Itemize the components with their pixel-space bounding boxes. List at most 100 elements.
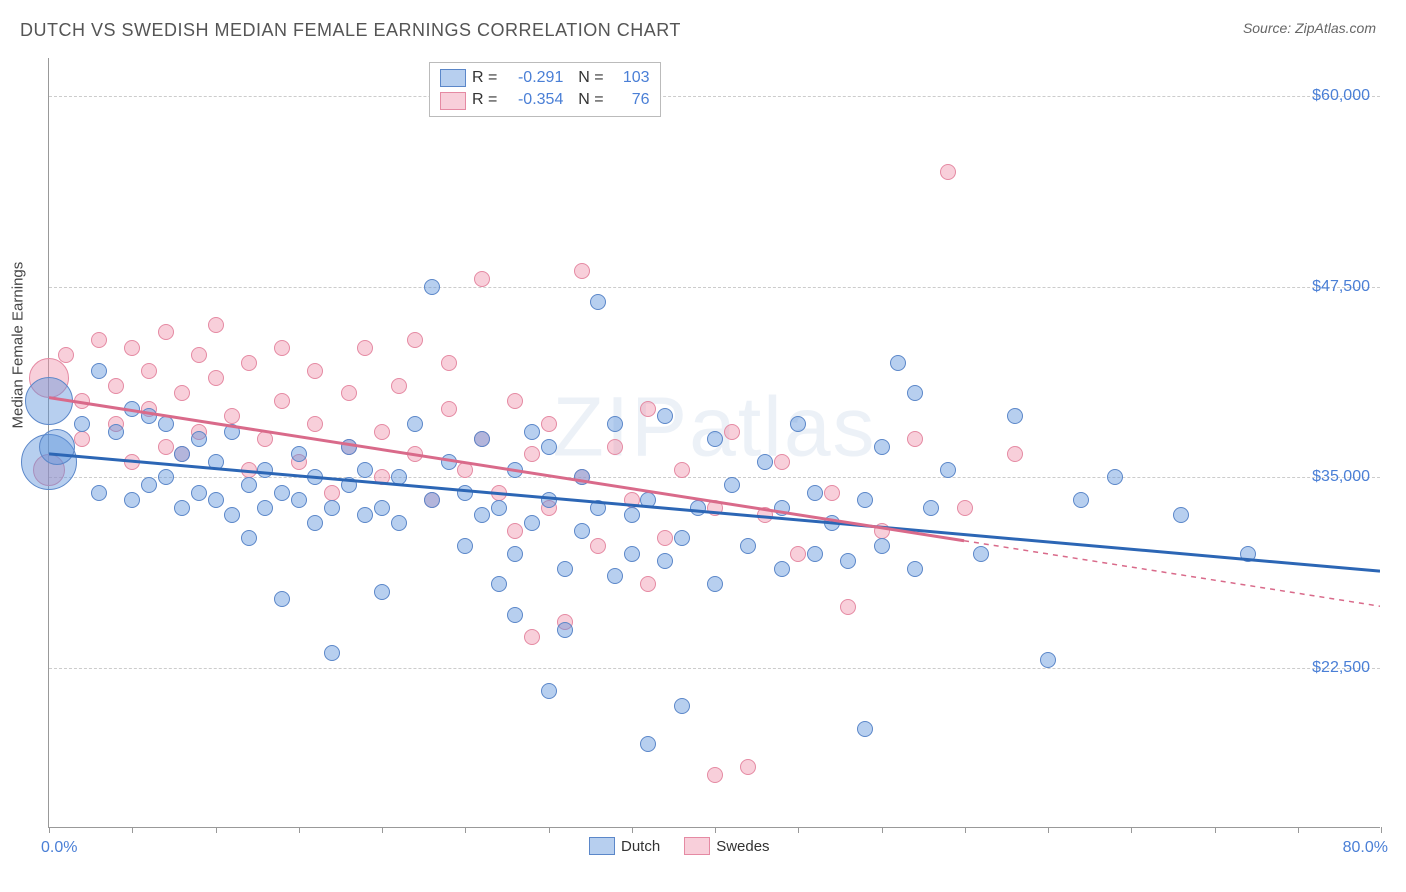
x-tick [216, 827, 217, 833]
swedes-data-point [208, 317, 224, 333]
swedes-swatch-icon [440, 92, 466, 110]
swedes-data-point [790, 546, 806, 562]
x-tick [1298, 827, 1299, 833]
swedes-data-point [1007, 446, 1023, 462]
dutch-data-point [507, 546, 523, 562]
dutch-data-point [39, 429, 75, 465]
swedes-data-point [324, 485, 340, 501]
stat-row-swedes: R = -0.354 N = 76 [440, 89, 650, 111]
dutch-data-point [224, 507, 240, 523]
swedes-data-point [274, 393, 290, 409]
dutch-data-point [707, 576, 723, 592]
chart-plot-area: ZIPatlas $22,500$35,000$47,500$60,000 R … [48, 58, 1380, 828]
swedes-data-point [191, 347, 207, 363]
gridline [49, 96, 1380, 97]
dutch-data-point [807, 485, 823, 501]
y-tick-label: $47,500 [1312, 278, 1370, 296]
dutch-data-point [923, 500, 939, 516]
dutch-data-point [391, 515, 407, 531]
dutch-data-point [341, 477, 357, 493]
dutch-data-point [840, 553, 856, 569]
dutch-data-point [507, 462, 523, 478]
dutch-data-point [524, 515, 540, 531]
swedes-data-point [441, 401, 457, 417]
dutch-data-point [874, 439, 890, 455]
dutch-data-point [424, 279, 440, 295]
swedes-data-point [590, 538, 606, 554]
swedes-n-value: 76 [610, 89, 650, 111]
swedes-data-point [657, 530, 673, 546]
swedes-data-point [474, 271, 490, 287]
dutch-data-point [624, 546, 640, 562]
dutch-data-point [341, 439, 357, 455]
r-label: R = [472, 89, 497, 111]
dutch-data-point [307, 469, 323, 485]
x-tick [549, 827, 550, 833]
dutch-data-point [457, 538, 473, 554]
dutch-data-point [174, 446, 190, 462]
dutch-data-point [740, 538, 756, 554]
swedes-r-value: -0.354 [503, 89, 563, 111]
swedes-data-point [524, 446, 540, 462]
swedes-data-point [774, 454, 790, 470]
x-tick [49, 827, 50, 833]
swedes-data-point [141, 363, 157, 379]
swedes-data-point [840, 599, 856, 615]
x-tick [465, 827, 466, 833]
dutch-data-point [724, 477, 740, 493]
dutch-data-point [74, 416, 90, 432]
swedes-data-point [124, 340, 140, 356]
swedes-data-point [158, 439, 174, 455]
legend-label-dutch: Dutch [621, 838, 660, 855]
dutch-data-point [541, 439, 557, 455]
swedes-data-point [174, 385, 190, 401]
dutch-data-point [1073, 492, 1089, 508]
swedes-data-point [208, 370, 224, 386]
dutch-data-point [874, 538, 890, 554]
swedes-data-point [307, 363, 323, 379]
legend-item-dutch: Dutch [589, 837, 660, 855]
swedes-data-point [124, 454, 140, 470]
dutch-data-point [690, 500, 706, 516]
swedes-data-point [441, 355, 457, 371]
swedes-data-point [541, 416, 557, 432]
dutch-data-point [374, 500, 390, 516]
dutch-data-point [357, 507, 373, 523]
dutch-data-point [391, 469, 407, 485]
dutch-data-point [790, 416, 806, 432]
dutch-data-point [1007, 408, 1023, 424]
dutch-data-point [640, 736, 656, 752]
swedes-data-point [757, 507, 773, 523]
dutch-data-point [1040, 652, 1056, 668]
y-tick-label: $35,000 [1312, 468, 1370, 486]
swedes-data-point [824, 485, 840, 501]
x-tick [1131, 827, 1132, 833]
legend-item-swedes: Swedes [684, 837, 769, 855]
swedes-data-point [940, 164, 956, 180]
dutch-data-point [557, 561, 573, 577]
dutch-data-point [324, 500, 340, 516]
dutch-data-point [124, 492, 140, 508]
dutch-data-point [857, 721, 873, 737]
x-tick [965, 827, 966, 833]
stats-box: R = -0.291 N = 103 R = -0.354 N = 76 [429, 62, 661, 117]
dutch-data-point [91, 485, 107, 501]
dutch-data-point [640, 492, 656, 508]
swedes-data-point [341, 385, 357, 401]
swedes-trend-line-extrapolated [964, 541, 1380, 606]
swedes-data-point [307, 416, 323, 432]
dutch-data-point [973, 546, 989, 562]
dutch-data-point [108, 424, 124, 440]
legend-label-swedes: Swedes [716, 838, 769, 855]
swedes-data-point [707, 767, 723, 783]
swedes-data-point [224, 408, 240, 424]
dutch-data-point [474, 507, 490, 523]
swedes-data-point [640, 401, 656, 417]
dutch-data-point [907, 561, 923, 577]
y-tick-label: $60,000 [1312, 87, 1370, 105]
swedes-data-point [374, 424, 390, 440]
dutch-legend-swatch-icon [589, 837, 615, 855]
dutch-data-point [491, 576, 507, 592]
dutch-data-point [541, 683, 557, 699]
dutch-data-point [291, 446, 307, 462]
